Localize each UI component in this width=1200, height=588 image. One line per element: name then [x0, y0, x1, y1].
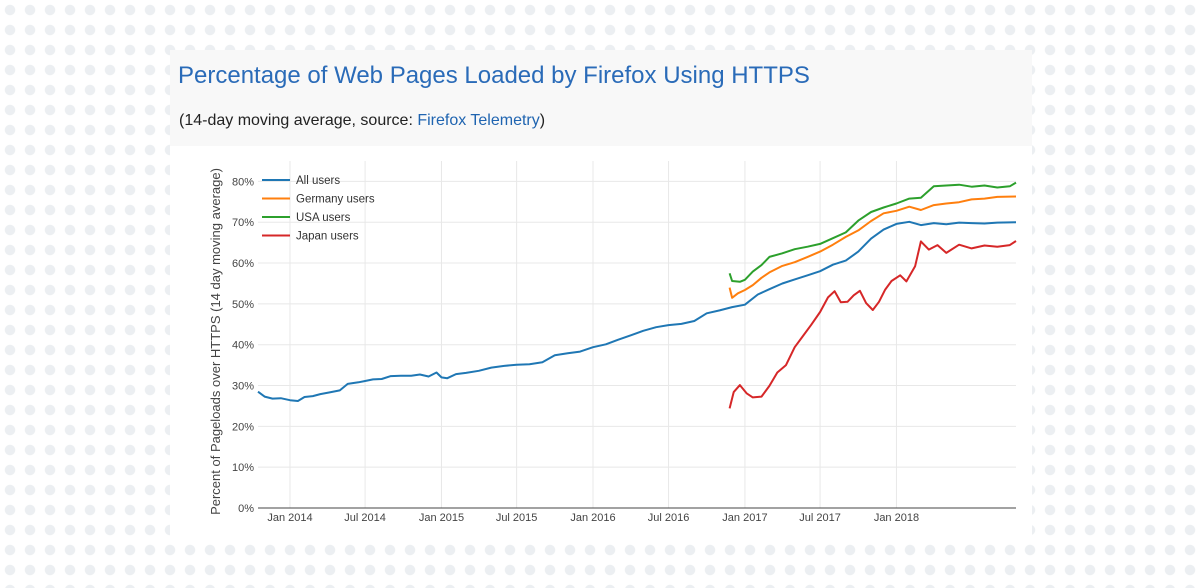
series-line-usa-users: [728, 181, 1017, 283]
y-tick-label: 40%: [232, 340, 254, 352]
subtitle-prefix: (14-day moving average, source:: [179, 112, 418, 129]
firefox-telemetry-link[interactable]: Firefox Telemetry: [417, 112, 540, 129]
x-tick-label: Jul 2017: [799, 512, 841, 524]
y-axis-title: Percent of Pageloads over HTTPS (14 day …: [208, 168, 223, 515]
x-tick-label: Jan 2016: [570, 512, 615, 524]
legend-label[interactable]: USA users: [296, 212, 351, 224]
y-tick-label: 70%: [232, 217, 254, 229]
x-tick-label: Jan 2018: [874, 512, 919, 524]
y-tick-label: 20%: [232, 421, 254, 433]
y-tick-label: 30%: [232, 381, 254, 393]
legend-label[interactable]: Japan users: [296, 231, 359, 243]
y-tick-label: 80%: [232, 176, 254, 188]
legend-label[interactable]: Germany users: [296, 194, 375, 206]
series-line-germany-users: [728, 195, 1017, 299]
x-tick-label: Jul 2015: [496, 512, 538, 524]
plot-area: [258, 161, 1016, 508]
y-tick-label: 60%: [232, 258, 254, 270]
legend-label[interactable]: All users: [296, 175, 340, 187]
chart-title: Percentage of Web Pages Loaded by Firefo…: [178, 62, 810, 89]
x-tick-label: Jul 2014: [344, 512, 386, 524]
y-tick-label: 10%: [232, 462, 254, 474]
x-tick-label: Jan 2015: [419, 512, 464, 524]
y-tick-label: 50%: [232, 299, 254, 311]
chart-header: Percentage of Web Pages Loaded by Firefo…: [170, 50, 1032, 146]
x-tick-label: Jan 2014: [267, 512, 312, 524]
y-tick-label: 0%: [238, 503, 254, 515]
chart-subtitle: (14-day moving average, source: Firefox …: [179, 112, 545, 130]
x-tick-label: Jul 2016: [648, 512, 690, 524]
series-line-all-users: [257, 220, 1017, 402]
x-tick-label: Jan 2017: [722, 512, 767, 524]
subtitle-suffix: ): [539, 112, 546, 129]
series-line-japan-users: [728, 240, 1017, 409]
